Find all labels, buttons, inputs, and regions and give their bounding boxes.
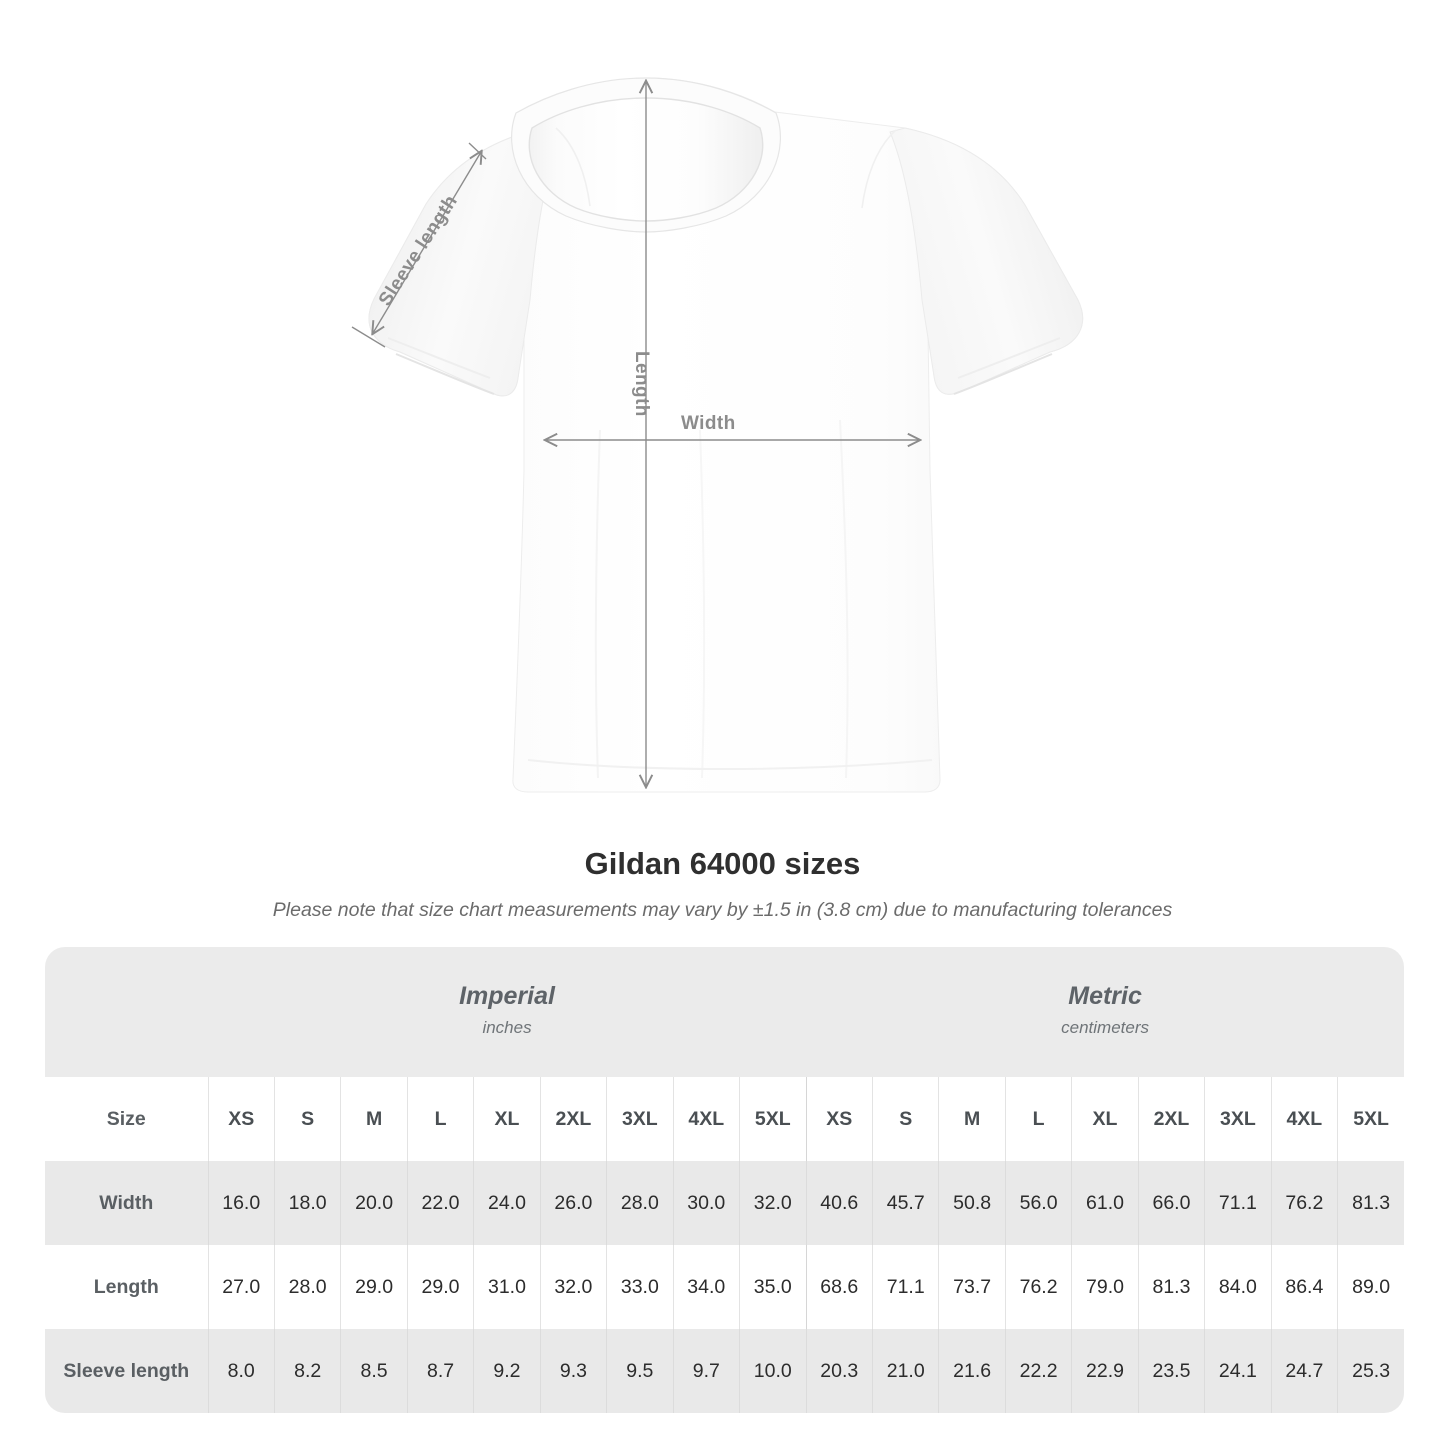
size-column-header: Size (106, 1107, 146, 1130)
column-header-metric-xs: XS (805, 1077, 873, 1161)
cell-length-m-in: 29.0 (340, 1245, 408, 1329)
cell-width-m-cm: 50.8 (938, 1161, 1006, 1245)
cell-sleeve-length-5xl-cm: 25.3 (1337, 1329, 1404, 1413)
cell-width-l-cm: 56.0 (1004, 1161, 1072, 1245)
cell-sleeve-length-m-cm: 21.6 (938, 1329, 1006, 1413)
cell-length-s-in: 28.0 (273, 1245, 341, 1329)
table-row: Width 16.0 18.0 20.0 22.0 24.0 26.0 28.0 30.0 32.… (45, 1161, 1404, 1245)
cell-length-5xl-cm: 89.0 (1337, 1245, 1404, 1329)
table-row: Length 27.0 28.0 29.0 29.0 31.0 32.0 33.0 34.0 35… (45, 1245, 1404, 1329)
unit-group-row: Imperial inches Metric centimeters (45, 947, 1404, 1077)
cell-sleeve-length-4xl-cm: 24.7 (1270, 1329, 1338, 1413)
row-label-sleeve-length: Sleeve length (63, 1359, 190, 1382)
cell-length-l-in: 29.0 (406, 1245, 474, 1329)
cell-sleeve-length-l-in: 8.7 (406, 1329, 474, 1413)
unit-group-name: Metric (1068, 982, 1142, 1011)
cell-length-m-cm: 73.7 (938, 1245, 1006, 1329)
cell-sleeve-length-s-in: 8.2 (273, 1329, 341, 1413)
cell-sleeve-length-xl-in: 9.2 (473, 1329, 541, 1413)
cell-length-4xl-cm: 86.4 (1270, 1245, 1338, 1329)
column-header-metric-m: M (938, 1077, 1006, 1161)
length-label: Length (631, 351, 652, 417)
table-header-row: Size XS S M L XL 2XL 3XL 4XL 5XL XS S M L XL 2XL 3XL 4XL 5… (45, 1077, 1404, 1161)
column-header-metric-3xl: 3XL (1204, 1077, 1272, 1161)
column-header-metric-4xl: 4XL (1270, 1077, 1338, 1161)
column-header-metric-5xl: 5XL (1337, 1077, 1404, 1161)
column-header-imperial-4xl: 4XL (672, 1077, 740, 1161)
cell-width-4xl-cm: 76.2 (1270, 1161, 1338, 1245)
cell-width-4xl-in: 30.0 (672, 1161, 740, 1245)
cell-sleeve-length-xs-in: 8.0 (207, 1329, 275, 1413)
cell-width-2xl-in: 26.0 (539, 1161, 607, 1245)
cell-length-3xl-cm: 84.0 (1204, 1245, 1272, 1329)
unit-group-name: Imperial (459, 982, 555, 1011)
width-label: Width (681, 413, 736, 434)
cell-sleeve-length-m-in: 8.5 (340, 1329, 408, 1413)
cell-sleeve-length-s-cm: 21.0 (871, 1329, 939, 1413)
page-title: Gildan 64000 sizes (584, 846, 861, 881)
row-label-length: Length (93, 1275, 159, 1298)
unit-group-subtitle: centimeters (1061, 1018, 1150, 1038)
size-chart-table-container: Imperial inches Metric centimeters Size XS S M L… (45, 947, 1404, 1413)
cell-length-2xl-in: 32.0 (539, 1245, 607, 1329)
cell-length-l-cm: 76.2 (1004, 1245, 1072, 1329)
unit-group-imperial: Imperial inches (208, 947, 806, 1077)
cell-sleeve-length-l-cm: 22.2 (1004, 1329, 1072, 1413)
cell-length-xl-in: 31.0 (473, 1245, 541, 1329)
unit-group-spacer (45, 947, 208, 1077)
cell-width-l-in: 22.0 (406, 1161, 474, 1245)
cell-width-5xl-in: 32.0 (739, 1161, 807, 1245)
column-header-metric-l: L (1004, 1077, 1072, 1161)
column-header-metric-s: S (871, 1077, 939, 1161)
column-header-imperial-5xl: 5XL (739, 1077, 807, 1161)
column-header-imperial-m: M (340, 1077, 408, 1161)
cell-sleeve-length-xl-cm: 22.9 (1071, 1329, 1139, 1413)
cell-width-xs-cm: 40.6 (805, 1161, 873, 1245)
tshirt-diagram: Sleeve length Length Width (351, 77, 1084, 793)
cell-width-3xl-in: 28.0 (606, 1161, 674, 1245)
cell-width-m-in: 20.0 (340, 1161, 408, 1245)
table-row: Sleeve length 8.0 8.2 8.5 8.7 9.2 9.3 9.5 9.7 10.… (45, 1329, 1404, 1413)
shirt-silhouette (368, 77, 1084, 793)
unit-group-metric: Metric centimeters (806, 947, 1404, 1077)
cell-sleeve-length-3xl-in: 9.5 (606, 1329, 674, 1413)
cell-length-4xl-in: 34.0 (672, 1245, 740, 1329)
column-header-metric-2xl: 2XL (1137, 1077, 1205, 1161)
cell-sleeve-length-3xl-cm: 24.1 (1204, 1329, 1272, 1413)
cell-sleeve-length-4xl-in: 9.7 (672, 1329, 740, 1413)
cell-length-xs-in: 27.0 (207, 1245, 275, 1329)
column-header-imperial-xl: XL (473, 1077, 541, 1161)
sleeve-length-dimension (351, 142, 487, 348)
cell-width-s-cm: 45.7 (871, 1161, 939, 1245)
cell-length-xs-cm: 68.6 (805, 1245, 873, 1329)
cell-length-3xl-in: 33.0 (606, 1245, 674, 1329)
column-header-imperial-s: S (273, 1077, 341, 1161)
cell-width-2xl-cm: 66.0 (1137, 1161, 1205, 1245)
cell-sleeve-length-5xl-in: 10.0 (739, 1329, 807, 1413)
cell-length-xl-cm: 79.0 (1071, 1245, 1139, 1329)
tolerance-note: Please note that size chart measurements… (272, 898, 1173, 921)
cell-width-xs-in: 16.0 (207, 1161, 275, 1245)
unit-group-subtitle: inches (482, 1018, 532, 1038)
column-header-imperial-3xl: 3XL (606, 1077, 674, 1161)
cell-width-xl-in: 24.0 (473, 1161, 541, 1245)
cell-width-3xl-cm: 71.1 (1204, 1161, 1272, 1245)
chart-heading: Gildan 64000 sizes Please note that size… (0, 845, 1445, 923)
cell-width-xl-cm: 61.0 (1071, 1161, 1139, 1245)
column-header-imperial-xs: XS (207, 1077, 275, 1161)
tshirt-illustration (351, 77, 1084, 793)
cell-width-s-in: 18.0 (273, 1161, 341, 1245)
cell-sleeve-length-2xl-cm: 23.5 (1137, 1329, 1205, 1413)
cell-width-5xl-cm: 81.3 (1337, 1161, 1404, 1245)
column-header-imperial-2xl: 2XL (539, 1077, 607, 1161)
cell-length-5xl-in: 35.0 (739, 1245, 807, 1329)
size-chart-table: Imperial inches Metric centimeters Size XS S M L… (45, 947, 1404, 1413)
row-label-width: Width (99, 1191, 154, 1214)
column-header-metric-xl: XL (1071, 1077, 1139, 1161)
cell-length-s-cm: 71.1 (871, 1245, 939, 1329)
cell-sleeve-length-2xl-in: 9.3 (539, 1329, 607, 1413)
column-header-imperial-l: L (406, 1077, 474, 1161)
cell-length-2xl-cm: 81.3 (1137, 1245, 1205, 1329)
cell-sleeve-length-xs-cm: 20.3 (805, 1329, 873, 1413)
